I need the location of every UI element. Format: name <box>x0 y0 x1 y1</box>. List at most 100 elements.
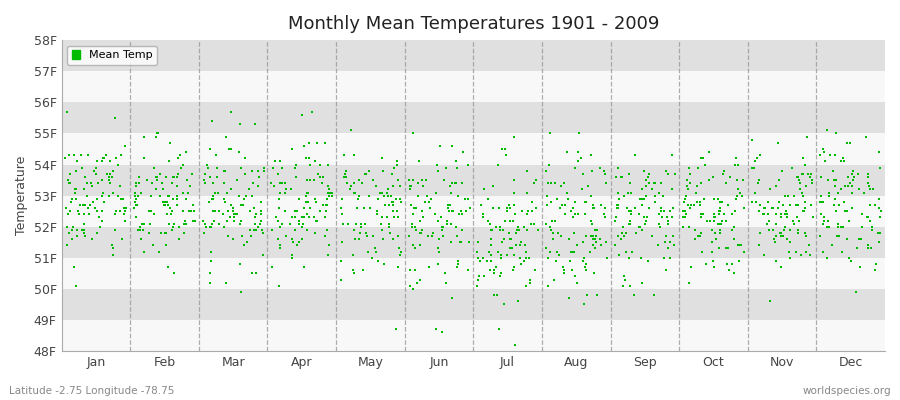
Point <box>325 192 339 199</box>
Point <box>761 211 776 218</box>
Point <box>757 252 771 258</box>
Point <box>572 211 586 218</box>
Point <box>445 189 459 196</box>
Point <box>89 164 104 171</box>
Point <box>667 171 681 177</box>
Point <box>450 264 464 270</box>
Point <box>99 152 113 158</box>
Point <box>820 127 834 134</box>
Point <box>722 267 736 274</box>
Point <box>381 186 395 193</box>
Point <box>779 214 794 220</box>
Text: Latitude -2.75 Longitude -78.75: Latitude -2.75 Longitude -78.75 <box>9 386 175 396</box>
Point <box>584 168 598 174</box>
Point <box>608 214 623 220</box>
Point <box>97 155 112 162</box>
Point <box>392 245 407 252</box>
Point <box>461 267 475 274</box>
Point <box>346 227 361 233</box>
Point <box>647 292 662 298</box>
Point <box>815 220 830 227</box>
Point <box>312 161 327 168</box>
Point <box>518 283 533 289</box>
Point <box>187 217 202 224</box>
Point <box>403 202 418 208</box>
Point <box>206 180 220 186</box>
Point <box>570 280 584 286</box>
Point <box>706 214 721 220</box>
Point <box>526 180 541 186</box>
Point <box>217 168 231 174</box>
Point <box>108 227 122 233</box>
Point <box>106 252 121 258</box>
Point <box>59 242 74 248</box>
Point <box>242 186 256 193</box>
Point <box>318 214 332 220</box>
Point <box>716 168 731 174</box>
Point <box>474 202 489 208</box>
Point <box>309 199 323 205</box>
Point <box>69 168 84 174</box>
Point <box>497 236 511 242</box>
Point <box>697 196 711 202</box>
Point <box>204 248 219 255</box>
Point <box>635 227 650 233</box>
Point <box>713 199 727 205</box>
Point <box>520 227 535 233</box>
Point <box>131 192 146 199</box>
Point <box>211 189 225 196</box>
Bar <box>61 71 885 102</box>
Point <box>59 108 74 115</box>
Point <box>145 180 159 186</box>
Point <box>432 248 446 255</box>
Point <box>95 217 110 224</box>
Point <box>762 186 777 193</box>
Point <box>616 273 631 280</box>
Point <box>104 174 119 180</box>
Point <box>618 276 633 283</box>
Point <box>197 180 211 186</box>
Point <box>299 155 313 162</box>
Point <box>728 196 742 202</box>
Point <box>500 208 514 214</box>
Point <box>712 205 726 211</box>
Point <box>705 248 719 255</box>
Point <box>676 208 690 214</box>
Point <box>816 217 831 224</box>
Point <box>713 208 727 214</box>
Point <box>619 205 634 211</box>
Point <box>588 227 602 233</box>
Point <box>579 261 593 267</box>
Point <box>184 171 199 177</box>
Point <box>589 245 603 252</box>
Point <box>659 168 673 174</box>
Point <box>539 220 554 227</box>
Point <box>796 155 811 162</box>
Point <box>223 214 238 220</box>
Point <box>789 174 804 180</box>
Point <box>165 227 179 233</box>
Point <box>393 183 408 190</box>
Point <box>456 149 471 155</box>
Point <box>377 192 392 199</box>
Point <box>547 217 562 224</box>
Point <box>83 202 97 208</box>
Point <box>797 205 812 211</box>
Point <box>91 180 105 186</box>
Point <box>203 280 218 286</box>
Point <box>218 168 232 174</box>
Point <box>425 233 439 239</box>
Point <box>745 136 760 143</box>
Point <box>117 217 131 224</box>
Point <box>166 174 180 180</box>
Point <box>541 283 555 289</box>
Point <box>318 140 332 146</box>
Point <box>176 208 190 214</box>
Point <box>642 171 656 177</box>
Point <box>233 121 248 127</box>
Point <box>185 202 200 208</box>
Point <box>109 208 123 214</box>
Point <box>405 224 419 230</box>
Point <box>374 220 389 227</box>
Point <box>831 220 845 227</box>
